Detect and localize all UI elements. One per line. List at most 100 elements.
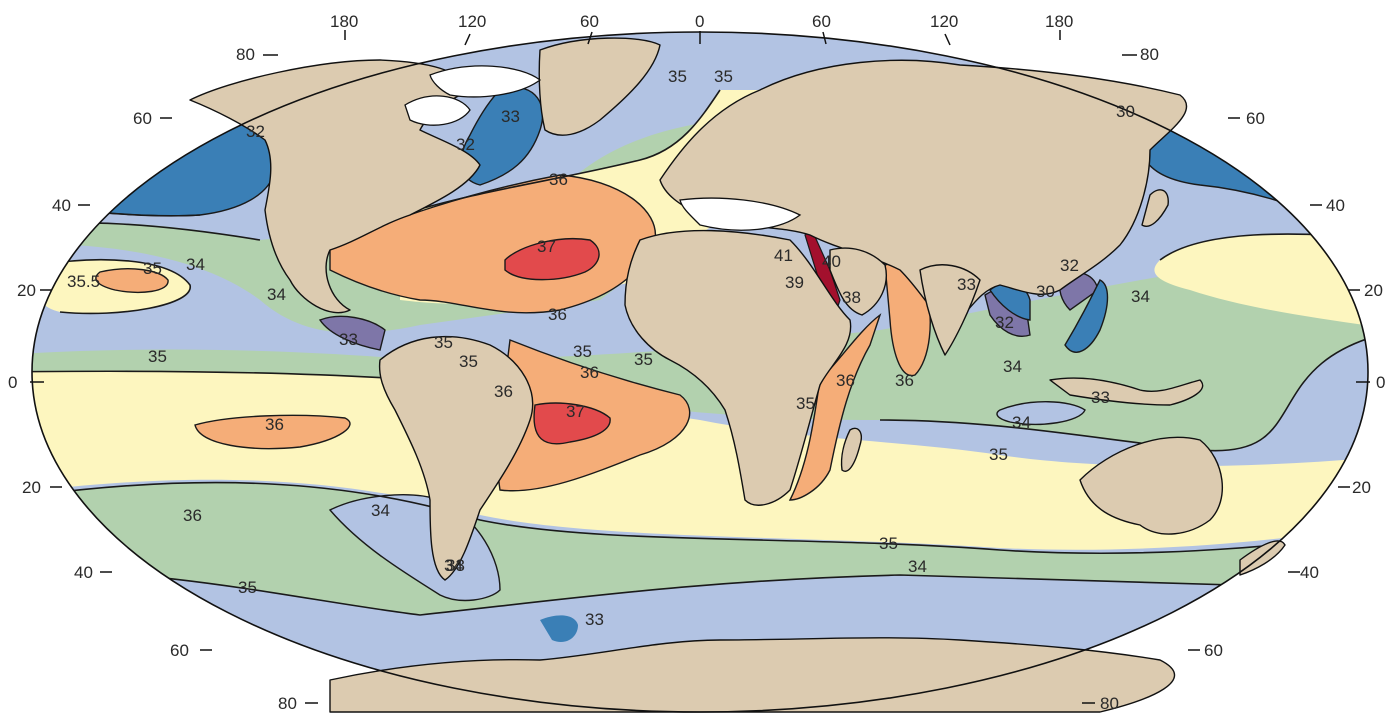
salinity-label: 35 (459, 352, 478, 371)
salinity-label: 35 (634, 350, 653, 369)
salinity-label: 35 (989, 445, 1008, 464)
lon-tick-label: 0 (695, 12, 704, 31)
lat-tick-label-right: 20 (1352, 478, 1371, 497)
isoline-34-south (32, 567, 1368, 616)
lat-tick-label-right: 40 (1326, 196, 1345, 215)
latitude-axis-right: 80 60 40 20 0 20 40 60 80 (1082, 45, 1385, 713)
land-madagascar (840, 427, 862, 472)
salinity-label: 36 (549, 170, 568, 189)
land-indonesia (1049, 377, 1204, 406)
salinity-label: 32 (995, 313, 1014, 332)
salinity-label: 36 (265, 415, 284, 434)
salinity-labels: 35 35 33 32 32 36 37 36 35.5 35 34 34 33… (67, 67, 1150, 629)
ocean-33-south-china-sea (1064, 279, 1109, 353)
salinity-label: 37 (537, 237, 556, 256)
salinity-label: 35 (148, 347, 167, 366)
land-greenland (538, 37, 661, 136)
salinity-label: 32 (456, 135, 475, 154)
salinity-label: 34 (444, 556, 463, 575)
salinity-label: 35 (668, 67, 687, 86)
isoline-35-south (32, 481, 1368, 555)
ocean-34-indonesia (996, 401, 1086, 426)
land-south-america (378, 335, 534, 581)
salinity-label: 36 (895, 371, 914, 390)
lat-tick-label-right: 80 (1140, 45, 1159, 64)
lon-tick-label: 60 (812, 12, 831, 31)
lat-tick-label-right: 60 (1204, 641, 1223, 660)
ice-hudson-bay (429, 65, 542, 98)
lat-tick-label-left: 60 (133, 109, 152, 128)
lat-tick-label-left: 20 (22, 478, 41, 497)
salinity-label: 30 (1036, 282, 1055, 301)
salinity-label: 35 (879, 534, 898, 553)
salinity-label: 34 (1003, 357, 1022, 376)
land-new-zealand (1239, 540, 1286, 576)
salinity-label: 41 (774, 246, 793, 265)
lat-tick-label-left: 20 (17, 281, 36, 300)
isoline-35-north-pacific-ellipse (39, 258, 191, 315)
salinity-label: 33 (585, 610, 604, 629)
ocean-35_5-subtropical-south (32, 370, 1368, 550)
lat-tick-label-right: 40 (1300, 563, 1319, 582)
land-antarctica (329, 637, 1176, 713)
lon-tick-label: 180 (1045, 12, 1073, 31)
lon-tick-label: 60 (580, 12, 599, 31)
salinity-label: 35 (573, 342, 592, 361)
salinity-label: 35 (434, 333, 453, 352)
lat-tick-label-right: 80 (1100, 694, 1119, 713)
salinity-label: 32 (246, 122, 265, 141)
ocean-33-antarctic (540, 615, 578, 643)
salinity-label: 35 (238, 578, 257, 597)
salinity-label: 30 (1116, 102, 1135, 121)
land-layer (189, 37, 1286, 713)
salinity-label: 36 (548, 305, 567, 324)
salinity-label: 33 (501, 107, 520, 126)
ocean-36-east-africa (788, 313, 882, 501)
lat-tick-label-left: 60 (170, 641, 189, 660)
salinity-label: 35 (796, 394, 815, 413)
salinity-label: 33 (446, 556, 465, 575)
ocean-36-south-pacific (194, 414, 351, 450)
salinity-label: 32 (1060, 256, 1079, 275)
ice-mediterranean (679, 197, 802, 231)
salinity-label: 35 (714, 67, 733, 86)
lon-tick-label: 120 (458, 12, 486, 31)
salinity-label: 34 (1131, 287, 1150, 306)
land-arabia (829, 247, 887, 316)
lat-tick-label-left: 0 (8, 373, 17, 392)
salinity-label: 35 (143, 259, 162, 278)
salinity-label: 39 (785, 273, 804, 292)
salinity-label: 34 (186, 255, 205, 274)
salinity-label: 36 (836, 371, 855, 390)
salinity-label: 37 (566, 402, 585, 421)
salinity-label: 36 (183, 506, 202, 525)
ice-canada-arctic (404, 95, 471, 126)
lon-tick-label: 180 (330, 12, 358, 31)
ocean-37-north-atlantic (504, 238, 600, 281)
lat-tick-label-right: 20 (1364, 281, 1383, 300)
isoline-35-north-atlantic (399, 89, 721, 216)
salinity-label: 36 (580, 363, 599, 382)
salinity-label: 38 (842, 288, 861, 307)
latitude-axis-left: 80 60 40 20 0 20 40 60 80 (8, 45, 318, 713)
lat-tick-label-right: 0 (1376, 373, 1385, 392)
land-europe-asia (659, 59, 1188, 331)
lat-tick-label-left: 80 (278, 694, 297, 713)
land-north-america (189, 59, 481, 314)
salinity-label: 34 (267, 285, 286, 304)
isoline-35-north-pacific (32, 221, 261, 241)
salinity-label: 35.5 (67, 272, 100, 291)
salinity-label: 34 (908, 557, 927, 576)
ocean-36-pacific-inner (95, 268, 169, 293)
longitude-axis: 180 120 60 0 60 120 180 (330, 12, 1073, 46)
salinity-label: 33 (1091, 388, 1110, 407)
ocean-32-central-america (318, 315, 386, 351)
land-australia (1079, 436, 1223, 535)
land-africa (624, 229, 852, 506)
lon-tick-label: 120 (930, 12, 958, 31)
lat-tick-label-left: 40 (52, 196, 71, 215)
salinity-label: 33 (957, 275, 976, 294)
salinity-label: 33 (339, 330, 358, 349)
salinity-label: 36 (494, 382, 513, 401)
